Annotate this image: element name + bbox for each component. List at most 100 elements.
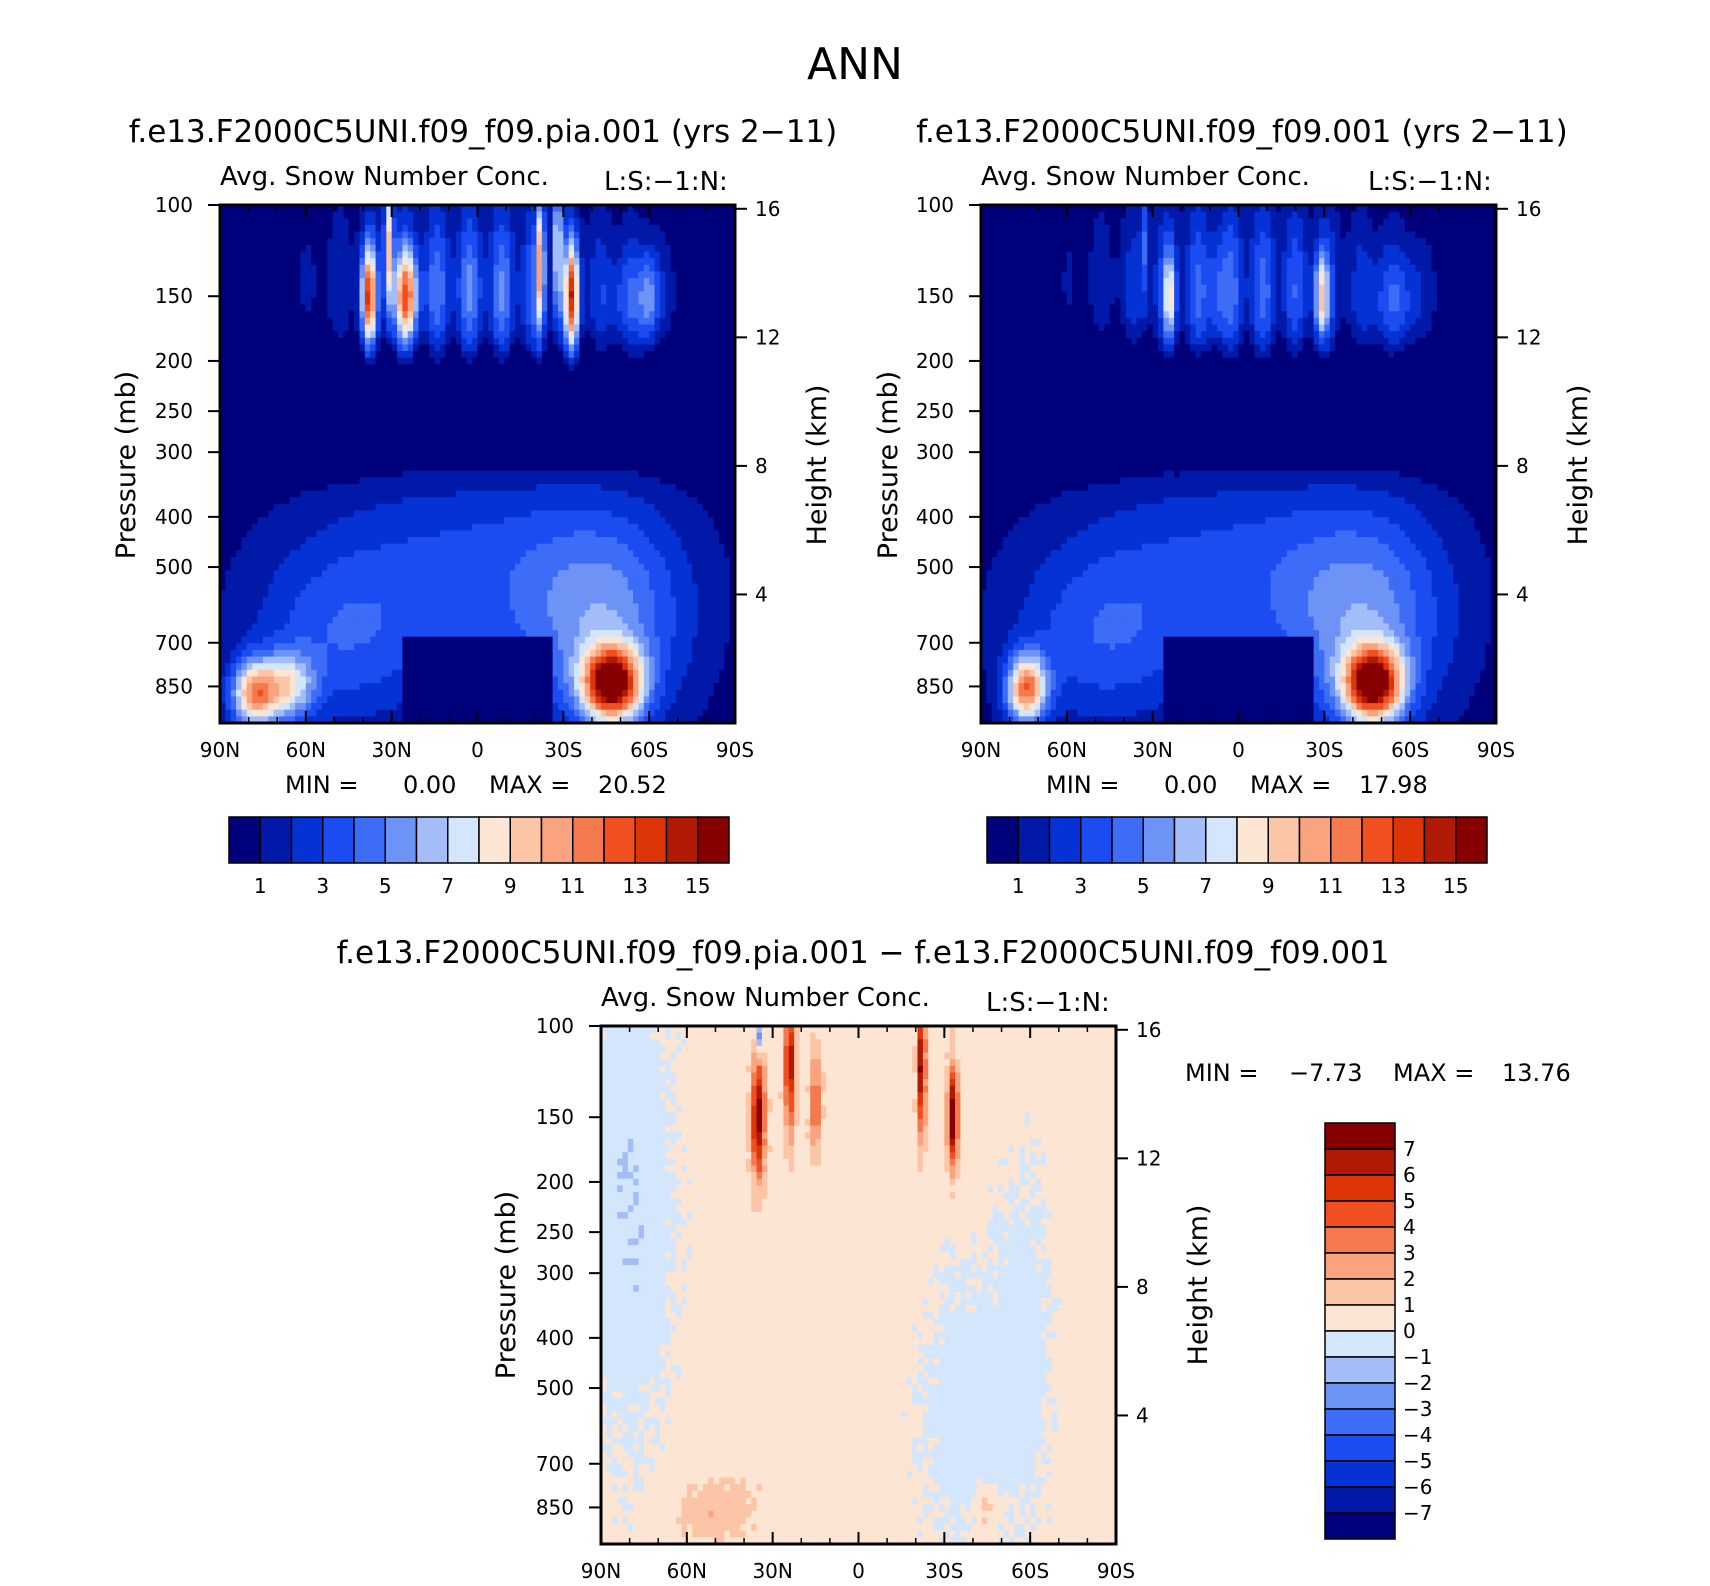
contour-cell — [493, 371, 500, 379]
contour-cell — [643, 404, 650, 412]
contour-cell — [439, 390, 446, 399]
contour-cell — [397, 218, 403, 226]
contour-cell — [579, 284, 586, 292]
contour-cell — [348, 450, 355, 458]
contour-cell — [407, 430, 414, 439]
contour-cell — [675, 384, 682, 392]
contour-cell — [311, 517, 318, 525]
contour-cell — [402, 278, 409, 286]
contour-cell — [279, 284, 285, 292]
contour-cell — [305, 517, 312, 525]
contour-cell — [472, 390, 479, 399]
contour-cell — [300, 297, 307, 306]
contour-cell — [397, 324, 403, 332]
contour-cell — [391, 430, 398, 439]
contour-cell — [574, 530, 581, 538]
contour-cell — [531, 450, 538, 458]
contour-cell — [327, 317, 334, 326]
contour-cell — [332, 477, 339, 485]
contour-cell — [391, 211, 398, 219]
contour-cell — [225, 503, 232, 512]
contour-cell — [241, 537, 248, 545]
contour-cell — [536, 231, 543, 239]
contour-cell — [386, 364, 393, 372]
contour-cell — [375, 430, 382, 439]
contour-cell — [702, 510, 709, 518]
contour-cell — [520, 297, 527, 306]
contour-cell — [708, 244, 715, 253]
contour-cell — [482, 258, 489, 266]
contour-cell — [225, 490, 232, 498]
contour-cell — [498, 397, 505, 405]
contour-cell — [338, 537, 344, 545]
contour-cell — [295, 231, 302, 239]
contour-cell — [413, 377, 420, 385]
contour-cell — [531, 490, 538, 498]
contour-cell — [643, 364, 650, 372]
contour-cell — [611, 490, 618, 498]
contour-cell — [418, 503, 425, 512]
contour-cell — [391, 324, 398, 332]
contour-cell — [273, 304, 280, 312]
contour-cell — [686, 470, 693, 478]
contour-cell — [611, 371, 618, 379]
contour-cell — [509, 523, 516, 532]
contour-cell — [439, 291, 446, 299]
contour-cell — [654, 444, 661, 452]
contour-cell — [681, 497, 688, 505]
contour-cell — [697, 377, 704, 385]
contour-cell — [729, 317, 735, 326]
contour-cell — [295, 430, 302, 439]
contour-cell — [531, 390, 538, 399]
contour-cell — [407, 497, 414, 505]
contour-cell — [327, 377, 334, 385]
contour-cell — [541, 297, 548, 306]
contour-cell — [525, 464, 532, 472]
contour-cell — [708, 331, 715, 339]
contour-cell — [348, 530, 355, 538]
contour-cell — [638, 311, 645, 319]
contour-cell — [557, 278, 564, 286]
contour-cell — [456, 444, 462, 452]
contour-cell — [643, 231, 650, 239]
contour-cell — [257, 430, 264, 439]
contour-cell — [622, 384, 629, 392]
contour-cell — [574, 470, 581, 478]
contour-cell — [563, 417, 570, 425]
contour-cell — [284, 477, 291, 485]
contour-cell — [466, 410, 473, 419]
contour-cell — [692, 218, 699, 226]
contour-cell — [386, 297, 393, 306]
contour-cell — [525, 304, 532, 312]
contour-cell — [305, 304, 312, 312]
contour-cell — [708, 218, 715, 226]
contour-cell — [659, 457, 666, 465]
contour-cell — [622, 251, 629, 259]
contour-cell — [236, 377, 243, 385]
contour-cell — [520, 490, 527, 498]
contour-cell — [493, 278, 500, 286]
contour-cell — [477, 244, 484, 253]
contour-cell — [429, 483, 436, 492]
contour-cell — [332, 351, 339, 359]
contour-cell — [525, 331, 532, 339]
contour-cell — [397, 211, 403, 219]
contour-cell — [595, 371, 602, 379]
contour-cell — [724, 284, 731, 292]
contour-cell — [509, 364, 516, 372]
contour-cell — [305, 357, 312, 365]
contour-cell — [627, 464, 634, 472]
contour-cell — [445, 470, 452, 478]
contour-cell — [633, 483, 640, 492]
contour-cell — [729, 384, 735, 392]
contour-cell — [397, 537, 403, 545]
contour-cell — [718, 444, 725, 452]
contour-cell — [579, 424, 586, 432]
contour-cell — [338, 444, 344, 452]
contour-cell — [418, 317, 425, 326]
contour-cell — [262, 231, 269, 239]
contour-cell — [649, 364, 656, 372]
contour-cell — [681, 537, 688, 545]
contour-cell — [627, 218, 634, 226]
contour-cell — [370, 470, 377, 478]
